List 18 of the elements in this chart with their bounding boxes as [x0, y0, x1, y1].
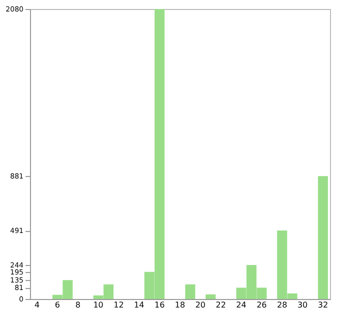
x-tick-label: 24	[236, 300, 246, 310]
x-tick-label: 10	[93, 300, 104, 310]
x-tick-label: 6	[54, 300, 60, 310]
x-tick-label: 26	[256, 300, 267, 310]
x-tick-label: 32	[318, 300, 328, 310]
x-tick-label: 28	[277, 300, 288, 310]
x-tick-label: 30	[297, 300, 308, 310]
x-tick-label: 20	[195, 300, 206, 310]
x-tick-label: 22	[216, 300, 226, 310]
x-tick-label: 14	[134, 300, 144, 310]
x-tick-label: 8	[75, 300, 80, 310]
x-tick-label: 12	[114, 300, 124, 310]
bar	[185, 284, 196, 299]
x-tick-label: 16	[154, 300, 165, 310]
bar	[206, 294, 216, 299]
x-tick-label: 4	[34, 300, 40, 310]
bar	[318, 176, 328, 299]
x-tick-label: 18	[174, 300, 186, 310]
